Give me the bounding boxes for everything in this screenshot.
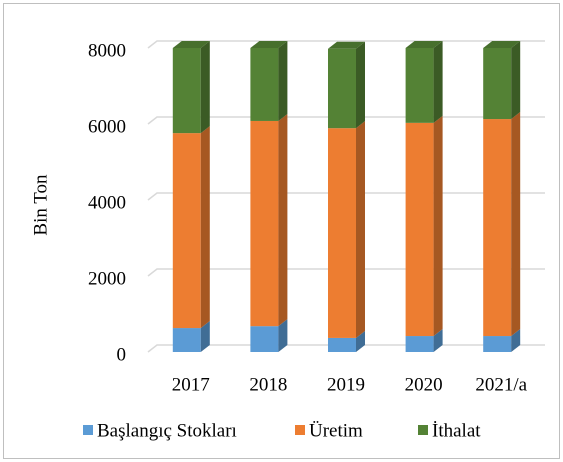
bar-front xyxy=(483,48,512,120)
bar-segment xyxy=(250,41,288,121)
bar-segment xyxy=(483,112,521,337)
bar-side xyxy=(200,41,210,134)
bar-front xyxy=(172,48,201,134)
y-tick-label: 6000 xyxy=(88,116,126,137)
bar-front xyxy=(172,328,201,352)
bar-segment xyxy=(328,41,365,129)
bar-segment xyxy=(172,126,210,329)
legend-label: Üretim xyxy=(309,420,363,441)
bar-segment xyxy=(250,319,288,352)
legend-label: Başlangıç Stokları xyxy=(97,420,237,441)
bar-side xyxy=(200,321,210,352)
bar-side xyxy=(433,329,443,352)
bar-side xyxy=(278,113,288,327)
bar-side xyxy=(511,41,521,120)
bar-front xyxy=(172,133,201,329)
bar-front xyxy=(405,48,434,123)
bar-side xyxy=(433,115,443,337)
x-tick-label: 2017 xyxy=(172,374,210,395)
bar-side xyxy=(433,41,443,123)
y-tick-label: 2000 xyxy=(88,268,126,289)
legend-swatch xyxy=(418,425,428,435)
bar-front xyxy=(250,326,279,352)
bar-side xyxy=(356,121,365,338)
bar-top xyxy=(483,41,521,48)
bar-side xyxy=(278,319,288,352)
y-tick-label: 0 xyxy=(117,344,127,365)
bar-front xyxy=(483,119,512,337)
bar-segment xyxy=(483,329,521,352)
x-tick-label: 2021/a xyxy=(475,374,527,395)
bar-top xyxy=(328,41,365,49)
x-tick-label: 2018 xyxy=(249,374,287,395)
bar-segment xyxy=(405,329,443,352)
bar-side xyxy=(200,126,210,329)
bar-front xyxy=(250,48,279,121)
bar-side xyxy=(511,112,521,337)
bar-front xyxy=(250,120,279,327)
y-tick-label: 8000 xyxy=(88,40,126,61)
bar-segment xyxy=(328,121,365,338)
bar-segment xyxy=(405,41,443,123)
bar-front xyxy=(405,336,434,352)
x-tick-label: 2019 xyxy=(327,374,365,395)
bar-front xyxy=(405,122,434,337)
bar-side xyxy=(356,41,365,129)
x-tick-label: 2020 xyxy=(405,374,443,395)
legend-label: İthalat xyxy=(432,420,481,441)
bar-front xyxy=(328,337,356,352)
bar-segment xyxy=(328,330,365,352)
bar-top xyxy=(250,41,288,48)
bar-segment xyxy=(172,41,210,134)
bar-segment xyxy=(172,321,210,352)
bar-front xyxy=(483,336,512,352)
bar-top xyxy=(172,41,210,48)
bar-segment xyxy=(483,41,521,120)
y-axis-label: Bin Ton xyxy=(30,174,51,236)
bar-segment xyxy=(405,115,443,337)
bar-side xyxy=(356,330,365,352)
bar-segment xyxy=(250,113,288,327)
legend-swatch xyxy=(295,425,305,435)
y-tick-label: 4000 xyxy=(88,192,126,213)
bar-side xyxy=(511,329,521,352)
bar-front xyxy=(328,48,356,129)
bar-side xyxy=(278,41,288,121)
bar-top xyxy=(405,41,443,48)
legend-swatch xyxy=(83,425,93,435)
bar-front xyxy=(328,128,356,338)
